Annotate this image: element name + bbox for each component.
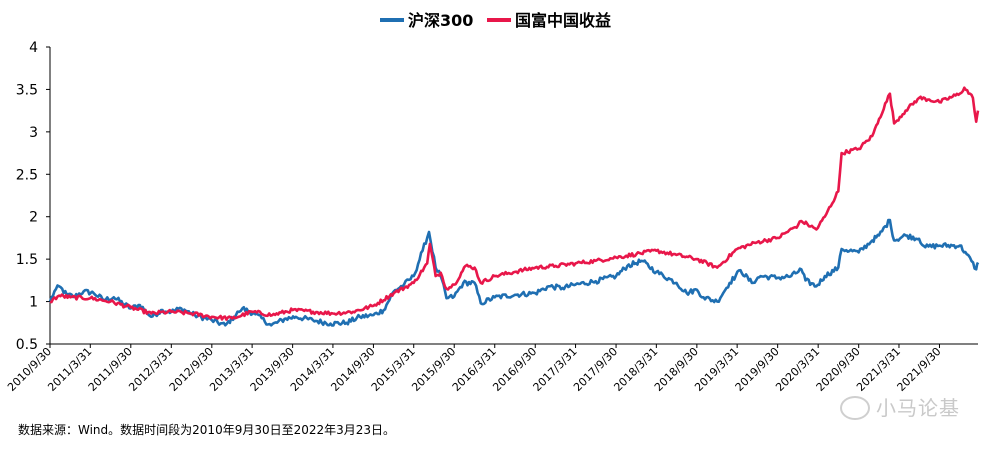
legend: 沪深300 国富中国收益 (380, 11, 611, 30)
y-tick-label: 2 (29, 210, 38, 226)
watermark: 小马论基 (840, 392, 960, 422)
source-note: 数据来源：Wind。数据时间段为2010年9月30日至2022年3月23日。 (18, 423, 396, 437)
x-axis: 2010/9/302011/3/312011/9/302012/3/312012… (5, 343, 978, 394)
y-tick-label: 0.5 (16, 337, 38, 353)
series-layer (48, 86, 980, 327)
x-tick-label: 2021/9/30 (895, 345, 944, 394)
y-tick-label: 1 (29, 295, 38, 311)
y-axis: 0.5 1 1.5 2 2.5 3 3.5 4 (16, 40, 51, 353)
legend-label: 国富中国收益 (515, 11, 611, 30)
y-tick-label: 4 (29, 40, 38, 56)
y-tick-label: 1.5 (16, 252, 38, 268)
legend-label: 沪深300 (408, 11, 473, 30)
y-tick-label: 3 (29, 125, 38, 141)
wechat-icon (840, 395, 870, 420)
watermark-text: 小马论基 (876, 396, 960, 420)
series-line-guofu (49, 86, 980, 321)
y-tick-label: 3.5 (16, 82, 38, 98)
y-tick-label: 2.5 (16, 167, 38, 183)
